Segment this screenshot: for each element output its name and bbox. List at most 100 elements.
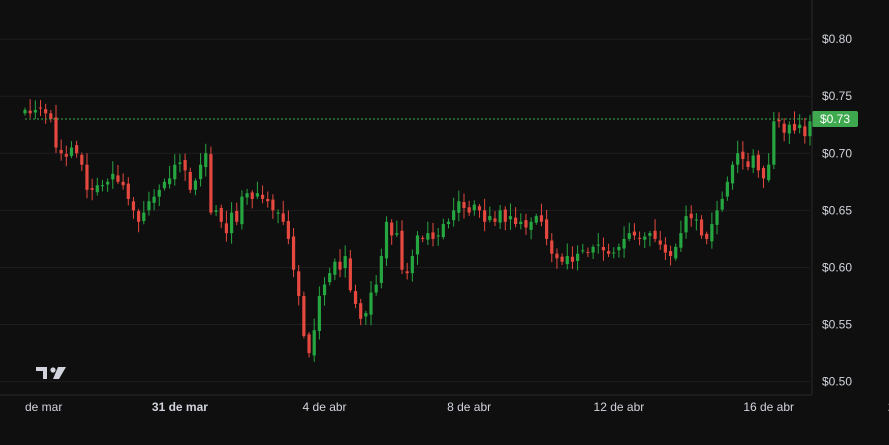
candle-body (395, 233, 399, 235)
candle-body (575, 253, 580, 261)
candle-body (493, 218, 497, 222)
candle-body (173, 164, 177, 180)
candle-body (266, 198, 270, 202)
candles-layer (23, 99, 812, 362)
candle-body (715, 210, 719, 225)
candle-body (514, 217, 518, 225)
candle-body (214, 210, 218, 212)
x-tick-label: 8 de abr (447, 400, 491, 414)
candle-body (550, 240, 554, 254)
candle-body (519, 221, 523, 225)
candle-body (291, 236, 296, 270)
candle-body (152, 196, 156, 203)
candle-body (147, 201, 151, 211)
candle-body (374, 284, 378, 293)
candle-body (472, 204, 476, 211)
candle-body (198, 164, 203, 180)
candle-body (353, 291, 358, 304)
candle-body (436, 235, 440, 237)
candle-body (441, 224, 445, 238)
candle-body (663, 244, 667, 253)
candle-body (168, 178, 172, 185)
candle-body (545, 219, 549, 239)
candle-body (183, 160, 187, 171)
candle-body (204, 153, 208, 168)
candle-body (653, 230, 657, 239)
candle-body (741, 151, 745, 159)
candle-body (694, 219, 698, 221)
last-price-label: $0.73 (820, 112, 850, 126)
candle-body (777, 119, 781, 122)
candle-body (452, 210, 456, 221)
candle-body (658, 240, 662, 245)
candle-body (245, 193, 249, 198)
candle-body (384, 221, 389, 259)
candle-body (276, 212, 280, 214)
candle-body (808, 121, 812, 137)
candle-body (322, 284, 327, 296)
candle-body (162, 181, 167, 189)
candle-body (28, 110, 32, 114)
candle-body (106, 181, 110, 185)
x-tick-label: de mar (25, 400, 62, 414)
candle-body (581, 250, 585, 252)
candle-body (209, 154, 213, 213)
candle-body (100, 185, 105, 187)
candle-body (390, 222, 394, 236)
candle-body (674, 246, 678, 259)
candle-body (85, 164, 89, 190)
candle-body (761, 168, 766, 179)
candle-body (229, 212, 234, 234)
candle-body (421, 237, 425, 239)
last-price-layer: $0.73 (25, 111, 858, 128)
candle-body (601, 246, 606, 251)
candle-body (679, 233, 683, 248)
candle-body (699, 219, 704, 236)
candle-body (767, 164, 771, 180)
candle-body (648, 233, 652, 236)
candle-body (131, 201, 136, 211)
candle-body (69, 147, 74, 156)
last-price-badge (812, 111, 858, 128)
candle-body (121, 181, 125, 186)
candle-body (689, 213, 693, 219)
candle-body (240, 196, 244, 225)
candle-body (539, 215, 544, 222)
candle-body (787, 124, 791, 134)
candle-body (637, 237, 642, 239)
candle-body (720, 198, 724, 210)
candle-body (606, 251, 611, 254)
candle-body (596, 244, 600, 246)
candle-body (751, 155, 755, 168)
candle-body (142, 212, 146, 221)
candle-body (782, 123, 786, 133)
candle-body (307, 334, 311, 354)
candle-body (725, 181, 729, 197)
candle-body (426, 233, 430, 240)
candle-body (498, 210, 502, 223)
x-tick-label: 31 de mar (152, 400, 208, 414)
y-tick-label: $0.75 (822, 89, 852, 103)
candle-body (668, 250, 673, 257)
candle-body (297, 271, 301, 296)
candle-body (312, 330, 316, 356)
candle-body (746, 161, 750, 167)
tradingview-logo-icon[interactable] (36, 367, 66, 379)
candle-body (317, 295, 321, 332)
candle-body (477, 206, 482, 211)
y-tick-label: $0.60 (822, 260, 852, 274)
candle-body (627, 233, 631, 239)
candle-body (95, 185, 99, 193)
candle-body (467, 207, 471, 213)
candle-body (343, 256, 347, 269)
candle-body (75, 145, 79, 154)
candle-body (286, 220, 290, 239)
candle-body (359, 303, 363, 319)
candle-body (157, 189, 161, 197)
candle-body (64, 154, 68, 157)
candle-body (328, 273, 332, 283)
candle-body (281, 213, 285, 222)
candle-body (188, 171, 192, 190)
